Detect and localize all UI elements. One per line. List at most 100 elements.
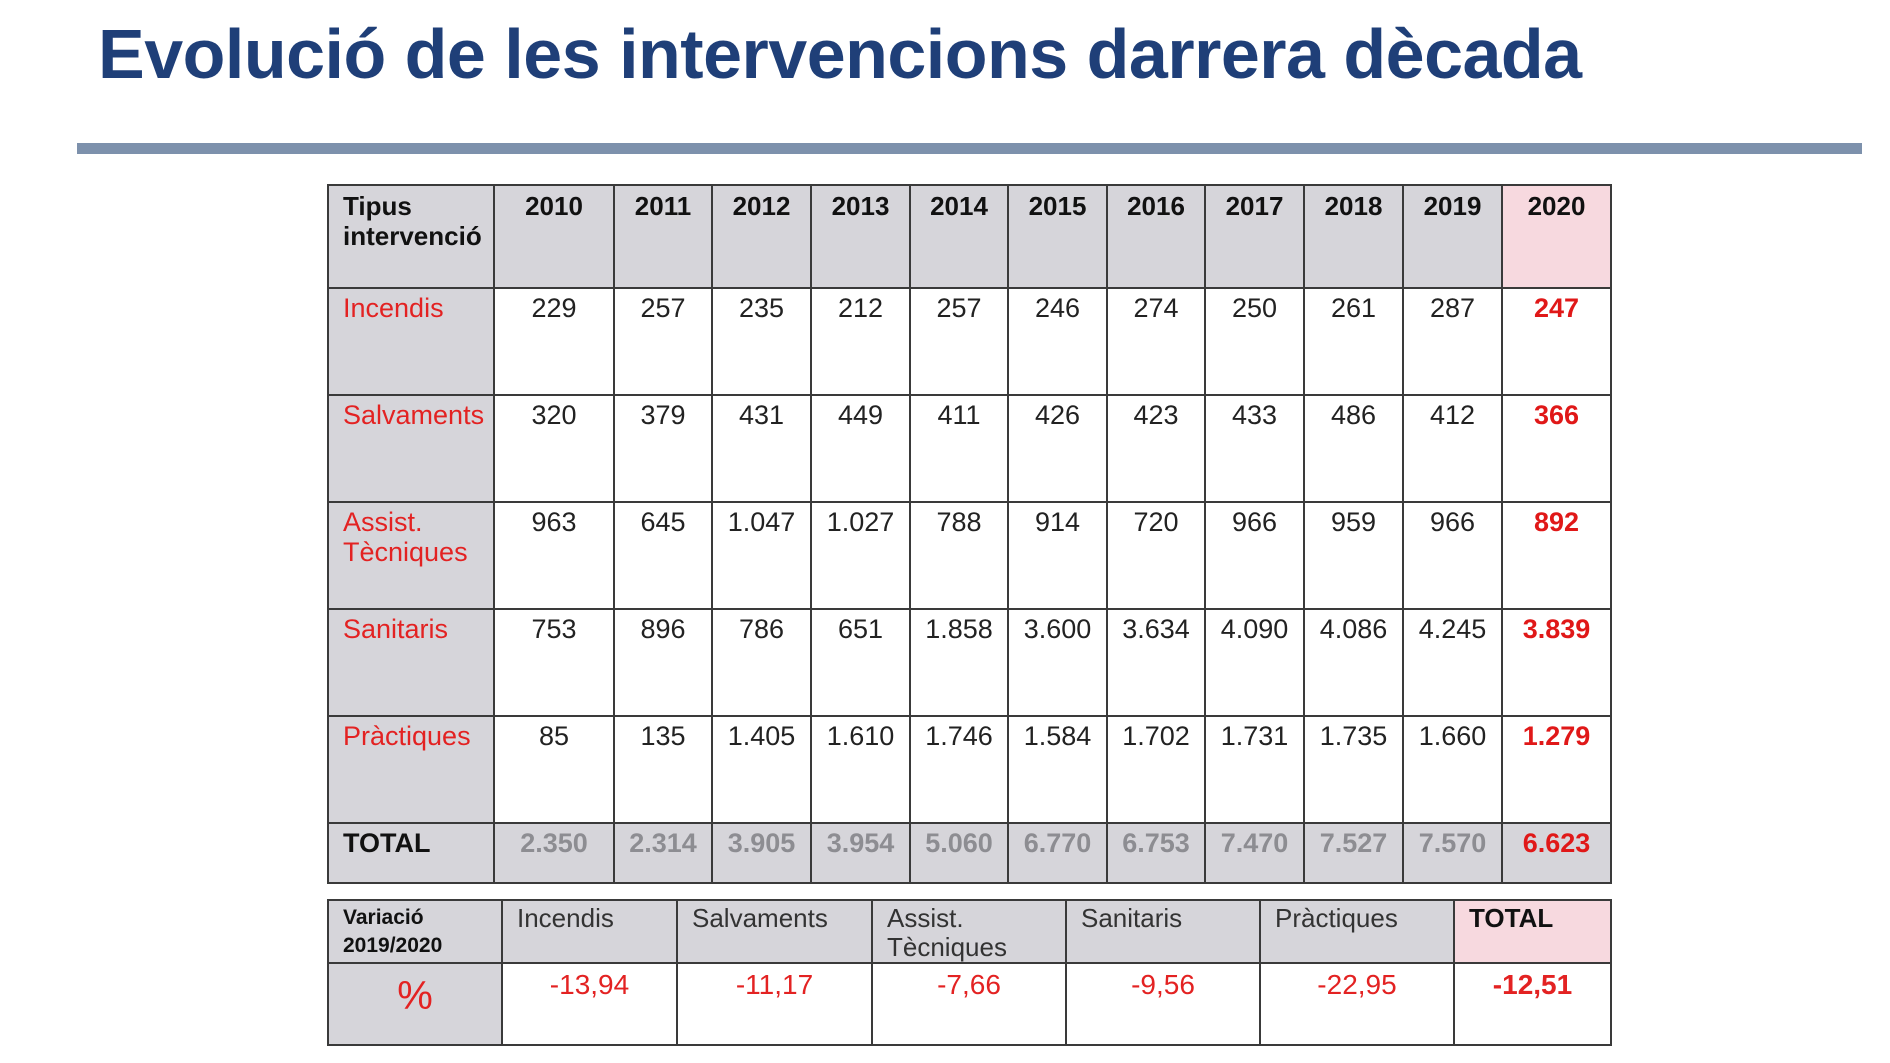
variation-column-header: Incendis — [501, 899, 678, 964]
table-cell: 720 — [1106, 501, 1206, 610]
table-cell: 411 — [909, 394, 1009, 503]
table-cell: 247 — [1501, 287, 1612, 396]
variation-value: -22,95 — [1259, 962, 1455, 1046]
table-cell: 1.746 — [909, 715, 1009, 824]
total-cell: 2.350 — [493, 822, 615, 884]
table-cell: 135 — [613, 715, 713, 824]
table-cell: 4.090 — [1204, 608, 1305, 717]
table-cell: 426 — [1007, 394, 1108, 503]
row-label: Sanitaris — [327, 608, 495, 717]
table-cell: 287 — [1402, 287, 1503, 396]
table-cell: 1.610 — [810, 715, 911, 824]
table-cell: 966 — [1204, 501, 1305, 610]
table-cell: 892 — [1501, 501, 1612, 610]
total-cell: 7.570 — [1402, 822, 1503, 884]
variation-column-header: Salvaments — [676, 899, 873, 964]
table-cell: 379 — [613, 394, 713, 503]
variation-label: Variació 2019/2020 — [327, 899, 503, 964]
table-cell: 1.584 — [1007, 715, 1108, 824]
table-cell: 3.839 — [1501, 608, 1612, 717]
table-row: Pràctiques 85 135 1.405 1.610 1.746 1.584 1.702… — [327, 715, 1612, 824]
total-row: TOTAL 2.350 2.314 3.905 3.954 5.060 6.770 6.753… — [327, 822, 1612, 884]
variation-value: -9,56 — [1065, 962, 1261, 1046]
table-cell: 914 — [1007, 501, 1108, 610]
table-cell: 257 — [613, 287, 713, 396]
total-cell: 6.623 — [1501, 822, 1612, 884]
row-label: Assist. Tècniques — [327, 501, 495, 610]
table-cell: 788 — [909, 501, 1009, 610]
table-cell: 1.027 — [810, 501, 911, 610]
variation-values-row: % -13,94 -11,17 -7,66 -9,56 -22,95 -12,51 — [327, 962, 1612, 1046]
table-cell: 786 — [711, 608, 812, 717]
header-year: 2016 — [1106, 184, 1206, 289]
header-year: 2014 — [909, 184, 1009, 289]
table-cell: 896 — [613, 608, 713, 717]
header-year: 2020 — [1501, 184, 1612, 289]
header-year: 2013 — [810, 184, 911, 289]
table-cell: 431 — [711, 394, 812, 503]
table-cell: 4.245 — [1402, 608, 1503, 717]
table-row: Incendis 229 257 235 212 257 246 274 250 261 287 24… — [327, 287, 1612, 396]
variation-column-header: TOTAL — [1453, 899, 1612, 964]
table-cell: 486 — [1303, 394, 1404, 503]
variation-header-row: Variació 2019/2020 Incendis Salvaments Assi… — [327, 899, 1612, 964]
table-row: Salvaments 320 379 431 449 411 426 423 433 486 412… — [327, 394, 1612, 503]
variation-value: -11,17 — [676, 962, 873, 1046]
header-year: 2012 — [711, 184, 812, 289]
table-cell: 963 — [493, 501, 615, 610]
table-cell: 423 — [1106, 394, 1206, 503]
table-cell: 1.279 — [1501, 715, 1612, 824]
variation-value: -12,51 — [1453, 962, 1612, 1046]
header-year: 2015 — [1007, 184, 1108, 289]
table-cell: 235 — [711, 287, 812, 396]
table-cell: 449 — [810, 394, 911, 503]
header-year: 2017 — [1204, 184, 1305, 289]
table-cell: 433 — [1204, 394, 1305, 503]
table-cell: 1.731 — [1204, 715, 1305, 824]
table-cell: 320 — [493, 394, 615, 503]
table-cell: 753 — [493, 608, 615, 717]
total-cell: 7.470 — [1204, 822, 1305, 884]
header-year: 2018 — [1303, 184, 1404, 289]
row-label: Pràctiques — [327, 715, 495, 824]
table-cell: 3.600 — [1007, 608, 1108, 717]
table-cell: 212 — [810, 287, 911, 396]
header-year: 2011 — [613, 184, 713, 289]
total-cell: 5.060 — [909, 822, 1009, 884]
variation-column-header: Sanitaris — [1065, 899, 1261, 964]
table-cell: 1.405 — [711, 715, 812, 824]
table-cell: 229 — [493, 287, 615, 396]
variation-column-header: Assist. Tècniques — [871, 899, 1067, 964]
header-year: 2010 — [493, 184, 615, 289]
table-cell: 966 — [1402, 501, 1503, 610]
total-cell: 6.753 — [1106, 822, 1206, 884]
table-cell: 1.858 — [909, 608, 1009, 717]
interventions-table: Tipus intervenció 2010 2011 2012 2013 2014 201… — [327, 184, 1612, 884]
row-label: Salvaments — [327, 394, 495, 503]
table-row: Sanitaris 753 896 786 651 1.858 3.600 3.634 4.09… — [327, 608, 1612, 717]
table-cell: 1.047 — [711, 501, 812, 610]
row-label: Incendis — [327, 287, 495, 396]
table-cell: 250 — [1204, 287, 1305, 396]
table-cell: 366 — [1501, 394, 1612, 503]
table-cell: 261 — [1303, 287, 1404, 396]
page-title: Evolució de les intervencions darrera dè… — [98, 15, 1582, 93]
table-cell: 412 — [1402, 394, 1503, 503]
total-label: TOTAL — [327, 822, 495, 884]
total-cell: 6.770 — [1007, 822, 1108, 884]
table-cell: 246 — [1007, 287, 1108, 396]
table-cell: 85 — [493, 715, 615, 824]
total-cell: 7.527 — [1303, 822, 1404, 884]
table-cell: 4.086 — [1303, 608, 1404, 717]
header-type-label: Tipus intervenció — [327, 184, 495, 289]
table-row: Assist. Tècniques 963 645 1.047 1.027 788 914 7… — [327, 501, 1612, 610]
table-cell: 274 — [1106, 287, 1206, 396]
total-cell: 3.954 — [810, 822, 911, 884]
header-row: Tipus intervenció 2010 2011 2012 2013 2014 201… — [327, 184, 1612, 289]
table-cell: 1.735 — [1303, 715, 1404, 824]
total-cell: 3.905 — [711, 822, 812, 884]
total-cell: 2.314 — [613, 822, 713, 884]
table-cell: 959 — [1303, 501, 1404, 610]
table-cell: 257 — [909, 287, 1009, 396]
table-cell: 1.660 — [1402, 715, 1503, 824]
